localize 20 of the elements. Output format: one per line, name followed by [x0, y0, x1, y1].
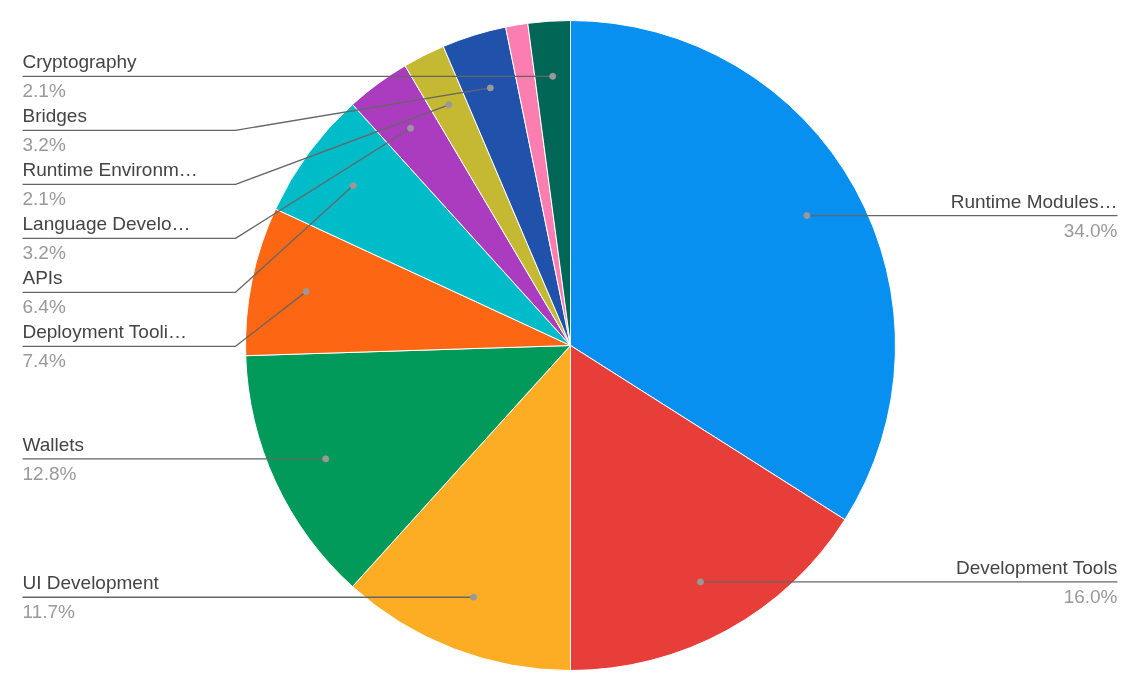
slice-label: Runtime Modules… — [950, 190, 1118, 212]
slice-label: Wallets — [22, 433, 85, 455]
slice-label: Bridges — [22, 105, 87, 127]
data-label: 2.1% — [22, 188, 66, 210]
data-label: 7.4% — [22, 350, 66, 372]
data-label: 16.0% — [1063, 585, 1118, 607]
data-label: 11.7% — [22, 601, 76, 623]
slice-label: UI Development — [22, 572, 160, 594]
data-label: 34.0% — [1063, 219, 1118, 241]
data-label: 12.8% — [22, 462, 77, 484]
slice-label: Runtime Environm… — [22, 159, 198, 181]
data-label: 6.4% — [22, 296, 66, 318]
slice-label: Cryptography — [22, 51, 138, 73]
data-label: 3.2% — [22, 134, 66, 156]
slice-label: Deployment Tooli… — [22, 321, 187, 343]
data-label: 3.2% — [22, 242, 66, 264]
slice-label: Development Tools — [955, 556, 1118, 578]
data-label: 2.1% — [22, 80, 66, 102]
slice-label: Language Develo… — [22, 213, 191, 235]
slice-label: APIs — [22, 267, 63, 289]
